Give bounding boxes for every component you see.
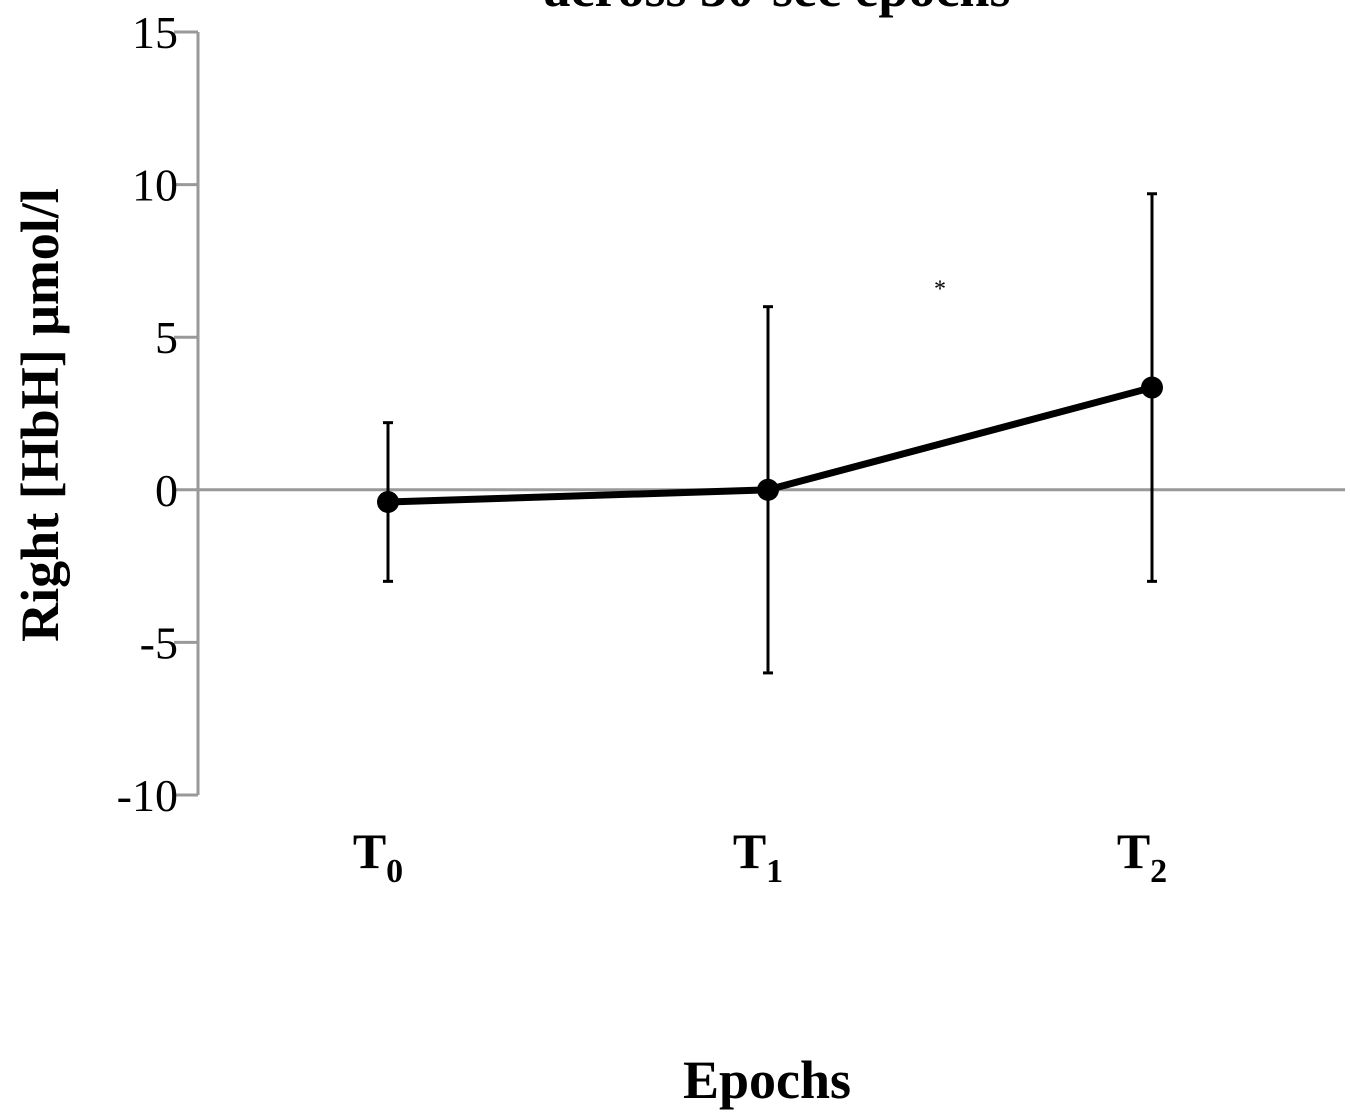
- y-axis-ticks: 15 10 5 0 -5 -10: [117, 7, 198, 821]
- y-tick-label: 10: [132, 160, 178, 211]
- x-tick-label: T2: [1117, 823, 1167, 890]
- y-tick-label: 5: [155, 312, 178, 363]
- annotations: *: [934, 276, 946, 302]
- y-axis-title: Right [HbH] μmol/l: [10, 188, 70, 642]
- data-point: [377, 491, 399, 514]
- y-tick-label: -10: [117, 770, 178, 821]
- data-point: [757, 478, 779, 501]
- x-tick-label: T1: [733, 823, 783, 890]
- chart-title: across 30-sec epochs: [544, 0, 1011, 18]
- x-axis-title: Epochs: [683, 1050, 851, 1110]
- x-axis-category-labels: T0 T1 T2: [353, 823, 1167, 890]
- x-tick-label: T0: [353, 823, 403, 890]
- y-tick-label: -5: [140, 617, 178, 668]
- y-tick-label: 15: [132, 7, 178, 58]
- data-point: [1141, 376, 1163, 399]
- data-points: [377, 376, 1163, 514]
- significance-marker: *: [934, 276, 946, 302]
- error-bars: [383, 192, 1157, 675]
- y-tick-label: 0: [155, 465, 178, 516]
